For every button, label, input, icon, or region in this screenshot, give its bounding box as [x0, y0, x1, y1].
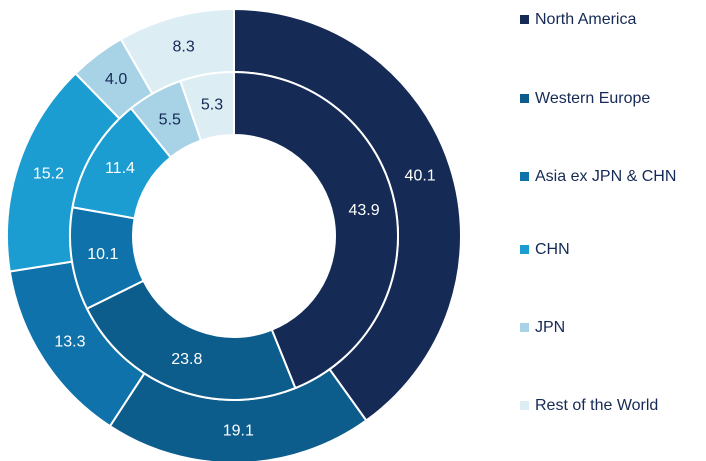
legend-swatch: [520, 15, 529, 24]
donut-slice: [233, 70, 399, 390]
slice-label: 13.3: [54, 334, 85, 351]
slice-label: 43.9: [349, 202, 380, 219]
slice-label: 8.3: [172, 38, 194, 55]
legend-swatch: [520, 245, 529, 254]
legend-swatch: [520, 94, 529, 103]
slice-label: 15.2: [33, 166, 64, 183]
slice-label: 10.1: [87, 246, 118, 263]
slice-label: 11.4: [105, 160, 135, 177]
slice-label: 5.3: [201, 97, 223, 114]
slice-label: 4.0: [105, 71, 127, 88]
donut-slice: [179, 70, 235, 142]
legend-swatch: [520, 401, 529, 410]
slice-label: 23.8: [171, 351, 202, 368]
legend-label: North America: [535, 11, 636, 28]
legend-label: Western Europe: [535, 90, 650, 107]
legend-swatch: [520, 172, 529, 181]
slice-label: 5.5: [159, 111, 181, 128]
slice-label: 19.1: [223, 423, 254, 440]
legend-label: JPN: [535, 319, 565, 336]
slice-label: 40.1: [405, 167, 436, 184]
legend-label: Asia ex JPN & CHN: [535, 168, 676, 185]
legend-label: Rest of the World: [535, 397, 658, 414]
legend-label: CHN: [535, 241, 570, 258]
legend-swatch: [520, 323, 529, 332]
